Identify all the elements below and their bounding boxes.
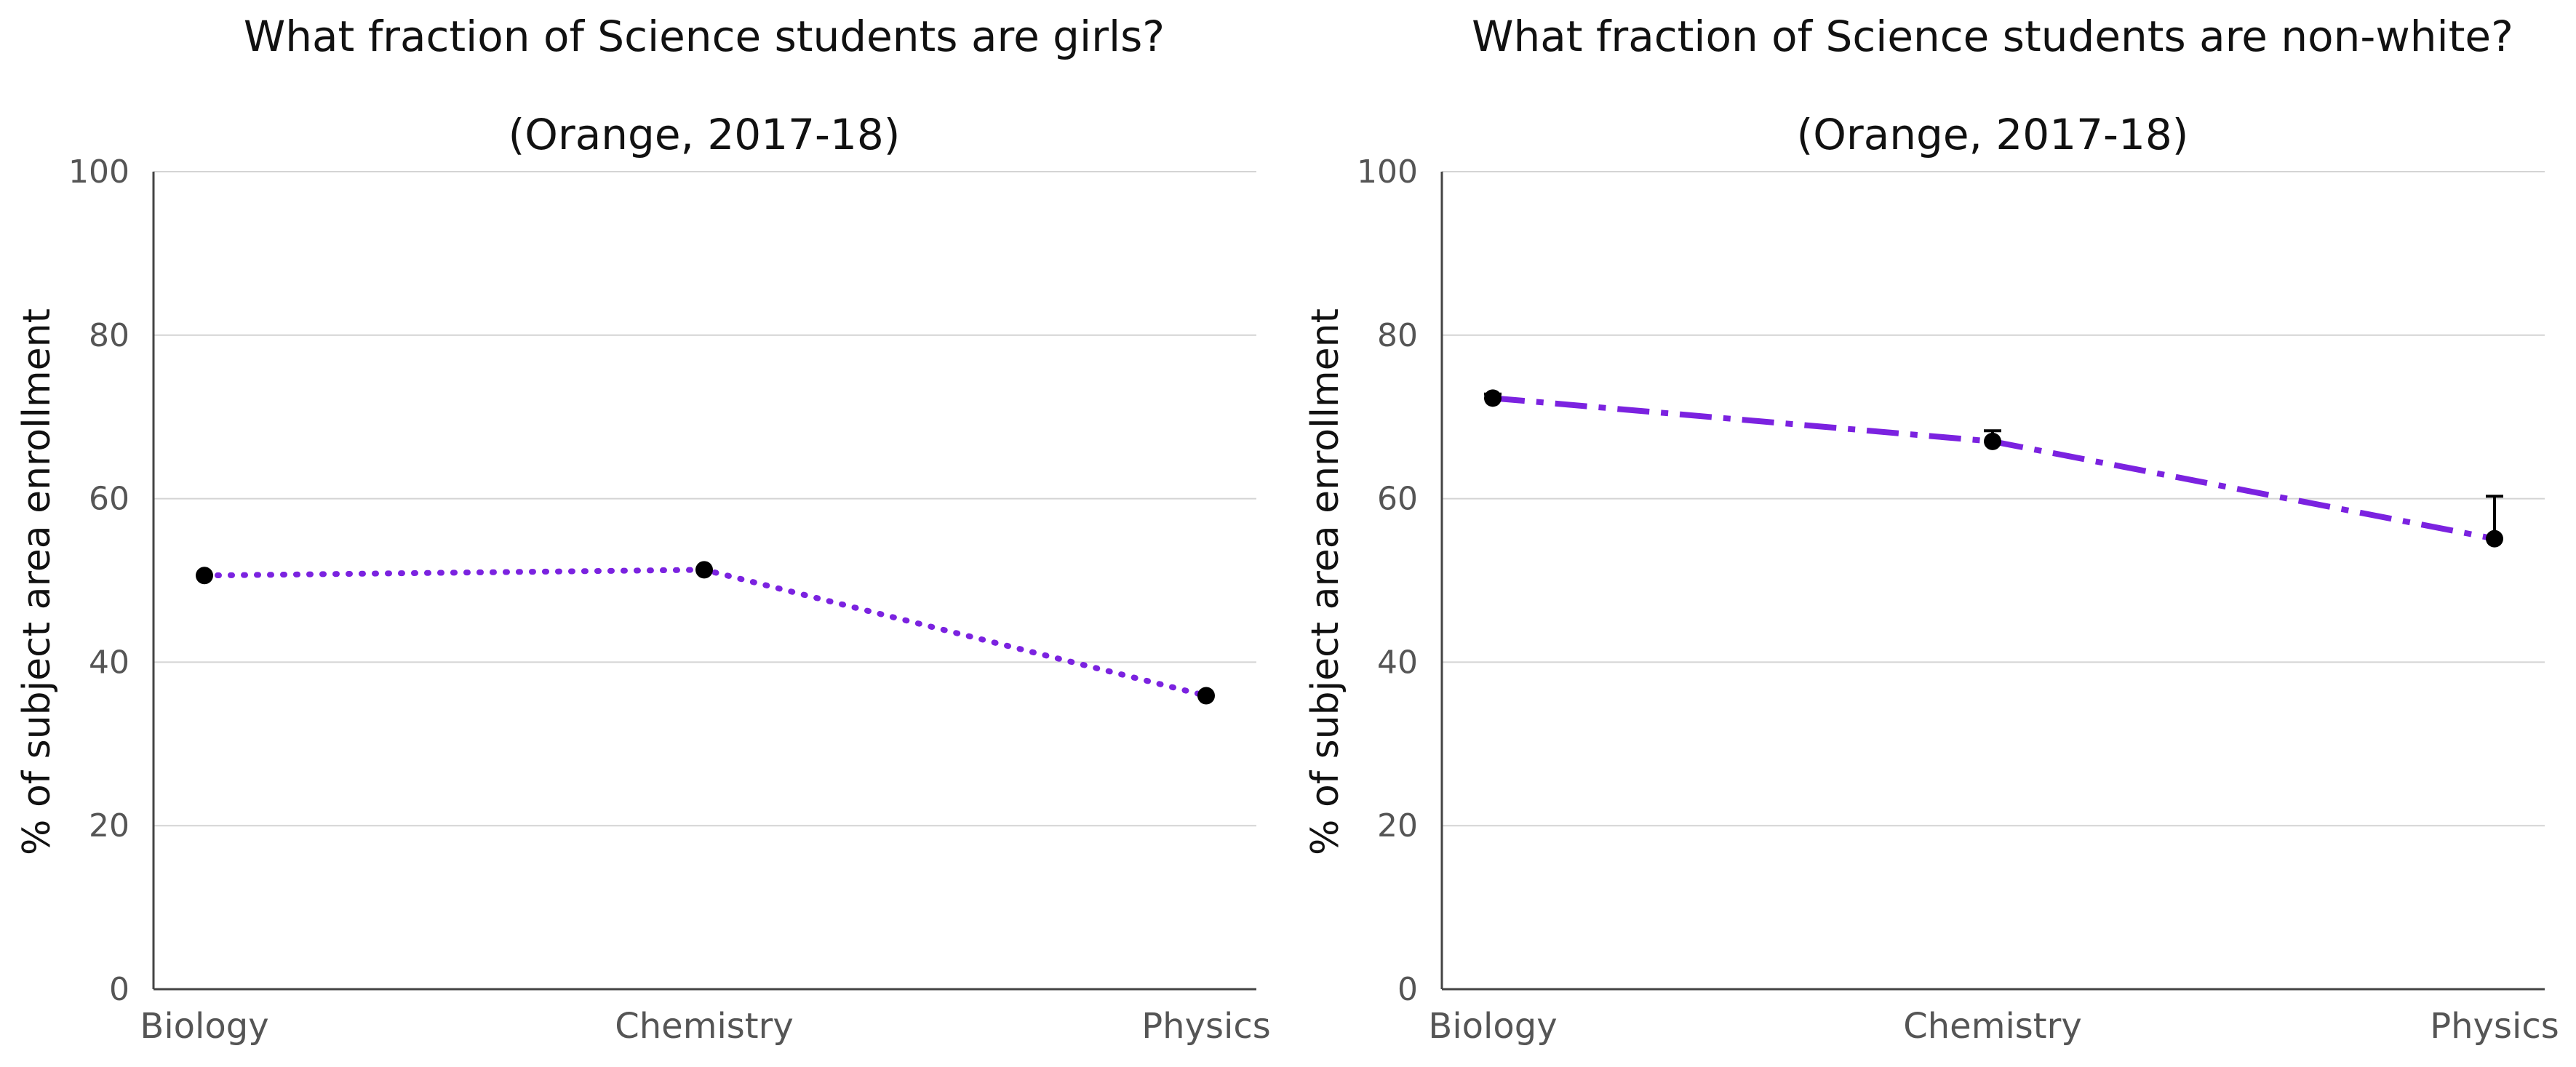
y-tick-label: 0 xyxy=(109,971,129,1008)
y-tick-labels: 0 20 40 60 80 100 xyxy=(1357,153,1418,1008)
data-markers xyxy=(196,561,1215,705)
gridlines xyxy=(153,171,1256,827)
data-point-physics xyxy=(2486,529,2503,548)
y-tick-label: 40 xyxy=(89,644,129,681)
chart-subtitle: (Orange, 2017-18) xyxy=(1797,110,2189,159)
y-axis-label: % of subject area enrollment xyxy=(1304,308,1347,855)
x-tick-label: Chemistry xyxy=(1903,1006,2082,1047)
data-markers xyxy=(1484,389,2503,548)
x-tick-labels: Biology Chemistry Physics xyxy=(1428,1006,2559,1047)
y-tick-label: 20 xyxy=(89,807,129,844)
y-tick-label: 80 xyxy=(89,317,129,354)
axes xyxy=(152,172,1256,991)
data-series xyxy=(1492,395,2495,542)
data-point-biology xyxy=(196,567,213,585)
data-point-chemistry xyxy=(1984,432,2001,450)
y-tick-labels: 0 20 40 60 80 100 xyxy=(68,153,129,1008)
x-tick-label: Biology xyxy=(140,1006,268,1047)
error-bars xyxy=(1484,392,2503,539)
y-tick-label: 60 xyxy=(1377,481,1418,518)
chart-nonwhite-svg: What fraction of Science students are no… xyxy=(1304,12,2559,1047)
y-axis-label: % of subject area enrollment xyxy=(15,308,59,855)
y-tick-label: 80 xyxy=(1377,317,1418,354)
data-point-physics xyxy=(1197,687,1215,705)
chart-panel-nonwhite: What fraction of Science students are no… xyxy=(1288,0,2576,1067)
chart-title: What fraction of Science students are no… xyxy=(1472,12,2513,61)
series-line xyxy=(202,567,1209,699)
chart-girls-svg: What fraction of Science students are gi… xyxy=(15,12,1271,1047)
x-tick-label: Physics xyxy=(2430,1006,2559,1047)
series-line xyxy=(1492,395,2495,542)
y-tick-label: 20 xyxy=(1377,807,1418,844)
x-tick-label: Physics xyxy=(1141,1006,1271,1047)
x-tick-label: Chemistry xyxy=(615,1006,794,1047)
x-tick-label: Biology xyxy=(1428,1006,1557,1047)
gridlines xyxy=(1442,171,2545,827)
y-tick-label: 40 xyxy=(1377,644,1418,681)
chart-title: What fraction of Science students are gi… xyxy=(244,12,1165,61)
y-tick-label: 100 xyxy=(68,153,129,191)
axes xyxy=(1440,172,2545,991)
x-tick-labels: Biology Chemistry Physics xyxy=(140,1006,1270,1047)
chart-panel-girls: What fraction of Science students are gi… xyxy=(15,12,1271,1047)
y-tick-label: 100 xyxy=(1357,153,1418,191)
y-tick-label: 60 xyxy=(89,481,129,518)
chart-subtitle: (Orange, 2017-18) xyxy=(509,110,901,159)
y-tick-label: 0 xyxy=(1397,971,1418,1008)
data-series xyxy=(202,567,1209,699)
data-point-chemistry xyxy=(695,561,713,579)
data-point-biology xyxy=(1484,389,1502,407)
